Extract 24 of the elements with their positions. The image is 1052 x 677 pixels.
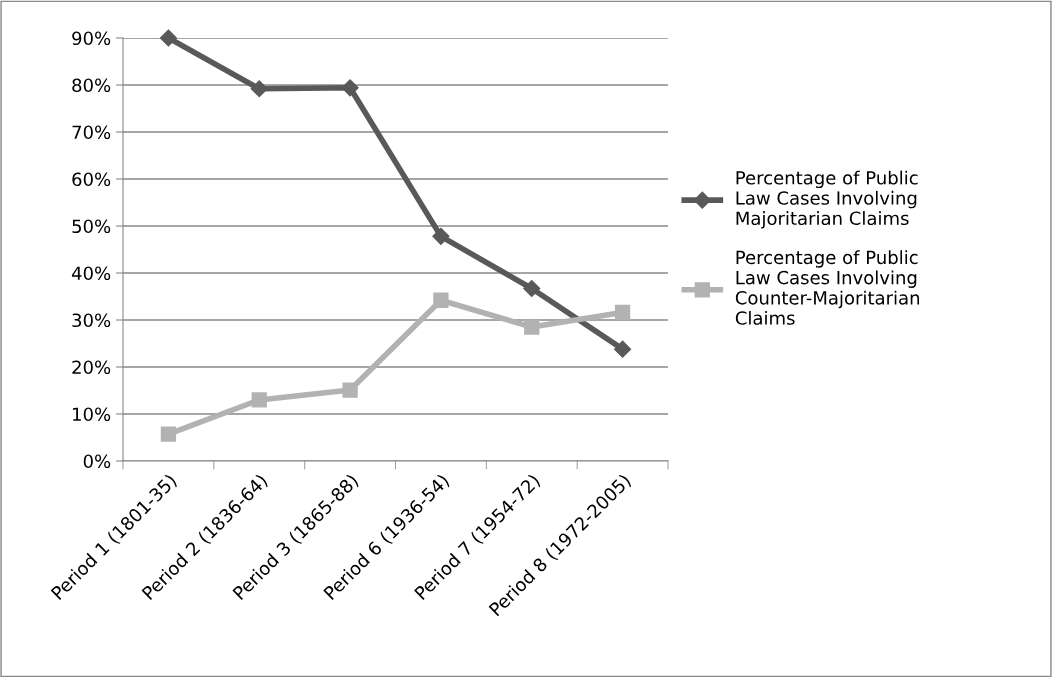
point (341, 79, 359, 97)
point (433, 292, 449, 308)
y-tick-label: 20% (72, 360, 111, 375)
point (614, 340, 632, 358)
point (160, 426, 177, 442)
legend-label: Percentage of Public Law Cases Involving Counter-Majoritarian Claims (735, 250, 920, 325)
y-tick-label: 80% (72, 78, 111, 93)
y-tick-label: 0% (83, 454, 111, 469)
y-tick-label: 70% (72, 125, 111, 140)
point (251, 392, 267, 408)
y-tick-label: 50% (72, 219, 111, 234)
point (523, 279, 541, 298)
y-tick-label: 40% (71, 266, 111, 281)
y-tick-label: 10% (73, 407, 111, 422)
y-tick-label: 90% (72, 31, 111, 46)
point (342, 382, 358, 398)
point (159, 29, 177, 47)
point (432, 227, 450, 245)
point (614, 304, 631, 321)
legend-label: Percentage of Public Law Cases Involving Majoritarian Claims (736, 170, 918, 229)
point (250, 80, 268, 98)
y-tick-label: 60% (72, 172, 111, 187)
y-tick-label: 30% (72, 313, 111, 328)
point (524, 319, 540, 335)
